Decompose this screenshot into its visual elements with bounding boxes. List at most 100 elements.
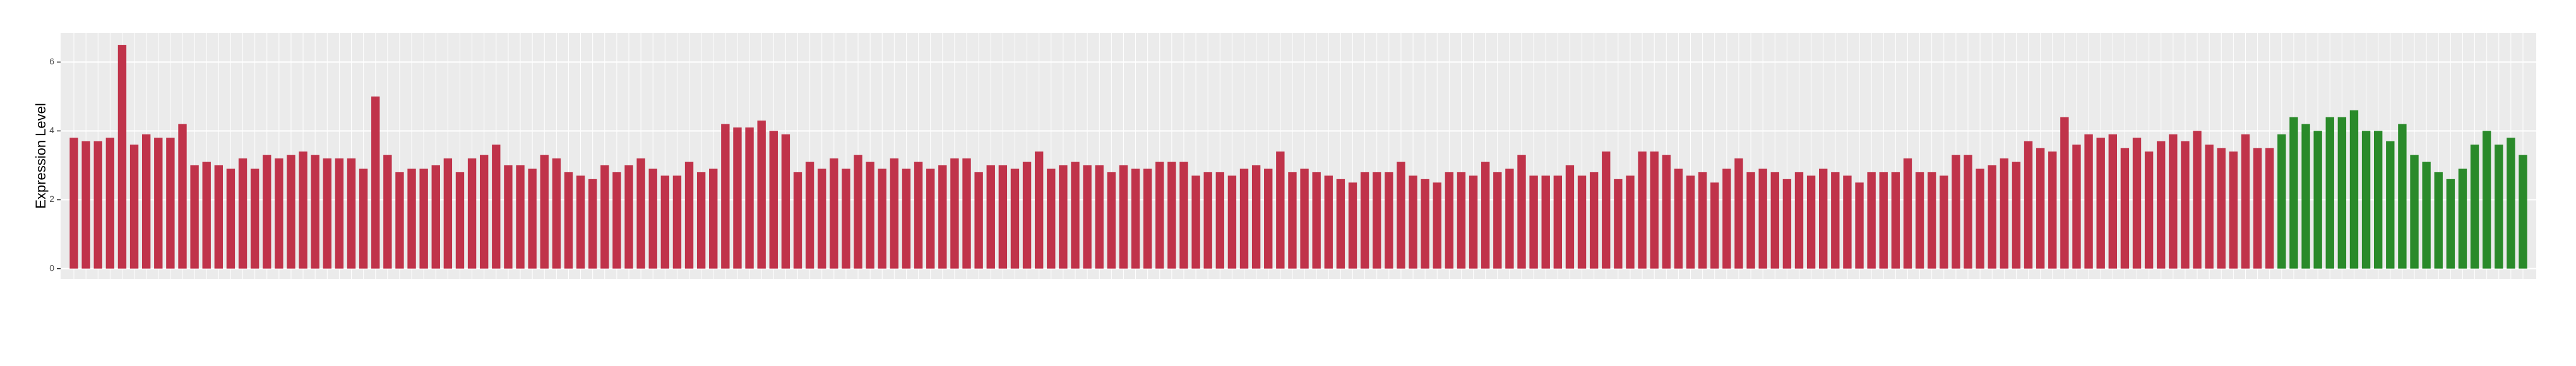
bar: [117, 45, 127, 269]
bar: [105, 138, 115, 269]
bar: [1493, 172, 1502, 269]
bar: [1976, 168, 1984, 269]
bar: [805, 162, 814, 269]
bar: [2217, 148, 2226, 269]
bar: [2313, 131, 2322, 269]
bar: [1385, 172, 1393, 269]
bar: [1312, 172, 1321, 269]
bar: [1819, 168, 1828, 269]
bar: [528, 168, 537, 269]
bar: [1746, 172, 1755, 269]
bar: [1203, 172, 1212, 269]
bar: [2036, 148, 2045, 269]
bar: [1915, 172, 1924, 269]
bar: [81, 141, 90, 269]
bar: [552, 158, 561, 269]
bar: [1770, 172, 1779, 269]
bar: [1191, 175, 1200, 269]
bar: [2000, 158, 2009, 269]
bar: [504, 165, 513, 269]
bar: [2470, 145, 2479, 269]
bar: [202, 162, 211, 269]
bar: [2422, 162, 2431, 269]
bar: [1215, 172, 1224, 269]
bar: [1614, 179, 1623, 269]
bar: [431, 165, 440, 269]
bar: [1722, 168, 1731, 269]
bar: [1264, 168, 1273, 269]
bar: [2301, 124, 2310, 269]
bar: [335, 158, 344, 269]
bar: [2507, 138, 2515, 269]
bar: [2193, 131, 2202, 269]
bar: [1457, 172, 1466, 269]
bar: [757, 121, 766, 269]
bar: [1541, 175, 1550, 269]
bar: [1517, 155, 1526, 269]
bar: [1806, 175, 1816, 269]
bar: [624, 165, 633, 269]
bar: [2434, 172, 2443, 269]
bar: [1360, 172, 1369, 269]
bar: [1022, 162, 1032, 269]
bar: [1034, 151, 1044, 269]
bar: [2277, 134, 2286, 269]
bar: [2458, 168, 2467, 269]
bar: [69, 138, 78, 269]
bar: [986, 165, 995, 269]
bar: [2519, 155, 2527, 269]
bar: [1674, 168, 1683, 269]
bar: [1650, 151, 1659, 269]
bar: [1397, 162, 1405, 269]
bar: [1686, 175, 1695, 269]
bar: [2373, 131, 2383, 269]
bar: [2337, 117, 2347, 269]
bar: [1879, 172, 1888, 269]
bar: [576, 175, 585, 269]
y-tick-label: 0: [49, 263, 54, 273]
bar: [190, 165, 199, 269]
bar: [540, 155, 549, 269]
bar: [890, 158, 899, 269]
bar: [2012, 162, 2021, 269]
bar: [2072, 145, 2081, 269]
bar: [311, 155, 319, 269]
bar: [1300, 168, 1309, 269]
bar: [2096, 138, 2105, 269]
bar: [2325, 117, 2334, 269]
bar: [974, 172, 983, 269]
bar: [1433, 182, 1441, 269]
bar: [1059, 165, 1068, 269]
bar: [2289, 117, 2298, 269]
bar: [2495, 145, 2503, 269]
bar: [854, 155, 862, 269]
bar: [154, 138, 163, 269]
bar: [407, 168, 416, 269]
bar: [636, 158, 645, 269]
bar: [1843, 175, 1852, 269]
bar: [2265, 148, 2274, 269]
bar: [467, 158, 477, 269]
bar: [672, 175, 682, 269]
bar: [1891, 172, 1900, 269]
bar: [2169, 134, 2178, 269]
bar: [287, 155, 295, 269]
bar: [2060, 117, 2069, 269]
bar: [371, 96, 380, 269]
bar: [950, 158, 959, 269]
bar: [395, 172, 404, 269]
bar: [998, 165, 1008, 269]
bar: [1010, 168, 1020, 269]
bar: [926, 168, 935, 269]
bar: [830, 158, 838, 269]
bar: [1662, 155, 1671, 269]
bar: [2398, 124, 2407, 269]
bar: [660, 175, 670, 269]
bar: [781, 134, 790, 269]
bar: [1952, 155, 1960, 269]
bar: [600, 165, 609, 269]
bar: [769, 131, 778, 269]
bar: [383, 155, 392, 269]
bar: [2386, 141, 2395, 269]
